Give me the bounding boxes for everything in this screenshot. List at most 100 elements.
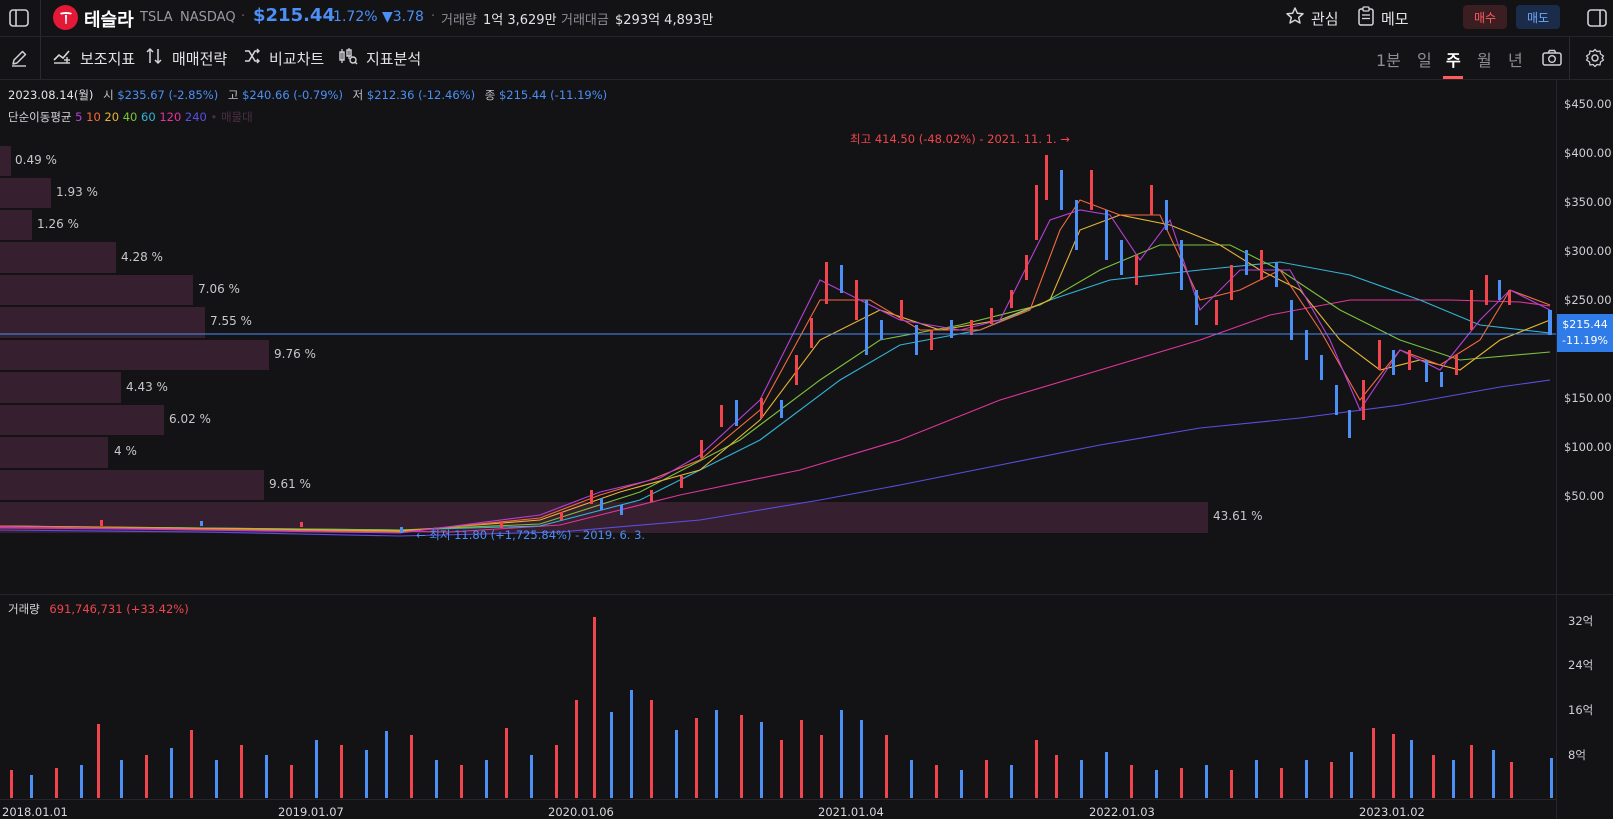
volume-profile-bar <box>0 210 32 240</box>
volume-profile-label: 43.61 % <box>1213 509 1263 523</box>
volume-axis-tick: 24억 <box>1568 658 1594 672</box>
memo-icon <box>1357 6 1375 30</box>
candles <box>100 155 1552 533</box>
ma-10-line <box>0 199 1551 533</box>
ohlc-low: $212.36 (-12.46%) <box>366 88 476 102</box>
strategy-icon <box>146 47 164 69</box>
ma-20-line <box>0 214 1551 532</box>
volume-axis-tick: 8억 <box>1568 748 1586 762</box>
ma-240: 240 <box>184 110 207 124</box>
ohlc-date: 2023.08.14(월) <box>8 88 94 102</box>
price-axis-tick: $350.00 <box>1564 195 1612 209</box>
ohlc-readout: 2023.08.14(월) 시 $235.67 (-2.85%) 고 $240.… <box>8 88 608 102</box>
volume-profile-label: 6.02 % <box>169 412 211 426</box>
time-axis-tick: 2023.01.02 <box>1359 805 1425 819</box>
price-axis-tick: $400.00 <box>1564 146 1612 160</box>
amount-label: 거래대금 <box>561 13 609 28</box>
indicator-icon <box>52 47 72 69</box>
last-price-tag: $215.44 -11.19% <box>1557 314 1613 352</box>
volume-profile-label: 9.61 % <box>269 477 311 491</box>
period-month[interactable]: 월 <box>1477 51 1492 70</box>
ohlc-open: $235.67 (-2.85%) <box>117 88 219 102</box>
ohlc-close: $215.44 (-11.19%) <box>498 88 608 102</box>
ma-40: 40 <box>122 110 138 124</box>
low-annotation: ← 최저 11.80 (+1,725.84%) - 2019. 6. 3. <box>416 528 646 542</box>
volume-profile-label: 4.28 % <box>121 250 163 264</box>
star-icon <box>1285 6 1305 30</box>
compare-icon <box>243 47 261 69</box>
volume-profile-label: 4.43 % <box>126 380 168 394</box>
ticker: TSLA <box>140 10 173 25</box>
price-axis-tick: $250.00 <box>1564 293 1612 307</box>
price-chart[interactable] <box>0 80 1558 594</box>
ma-10: 10 <box>86 110 101 124</box>
period-day[interactable]: 일 <box>1417 51 1432 70</box>
sidebar-toggle-icon[interactable] <box>6 6 32 30</box>
volume-profile-bar <box>0 178 51 208</box>
right-panel-toggle-icon[interactable] <box>1585 6 1609 30</box>
volume-axis-tick: 16억 <box>1568 703 1594 717</box>
ma-5-line <box>0 209 1551 534</box>
watch-button[interactable]: 관심 <box>1285 6 1339 30</box>
tesla-logo-icon <box>53 5 78 30</box>
time-axis-tick: 2020.01.06 <box>548 805 614 819</box>
ma-60: 60 <box>141 110 156 124</box>
period-week[interactable]: 주 <box>1446 51 1461 70</box>
x-axis-line <box>0 799 1556 800</box>
volume-bars <box>10 617 1553 798</box>
period-1min[interactable]: 1분 <box>1376 51 1401 70</box>
change-percent: -1.72% <box>328 9 378 25</box>
pencil-icon[interactable] <box>7 47 31 69</box>
volume-legend: 거래량 691,746,731 (+33.42%) <box>8 601 189 617</box>
price-axis-tick: $450.00 <box>1564 97 1612 111</box>
memo-button[interactable]: 메모 <box>1357 6 1409 30</box>
amount-value: $293억 4,893만 <box>615 13 714 28</box>
tool-analysis[interactable]: 지표분석 <box>338 37 421 79</box>
volume-profile-toggle[interactable]: • 매물대 <box>210 110 253 124</box>
last-price-value: $215.44 <box>1562 318 1608 331</box>
volume-profile-bar <box>0 242 116 273</box>
volume-axis-tick: 32억 <box>1568 614 1594 628</box>
active-period-underline <box>1443 76 1463 79</box>
tool-strategy[interactable]: 매매전략 <box>146 37 227 79</box>
time-axis-tick: 2019.01.07 <box>278 805 344 819</box>
moving-average-lines <box>0 199 1551 537</box>
sell-button[interactable]: 매도 <box>1516 5 1560 29</box>
volume-profile-bar <box>0 470 264 500</box>
ma-40-line <box>0 244 1551 531</box>
volume-pane-label: 거래량 <box>8 602 40 616</box>
volume-chart[interactable] <box>0 600 1556 800</box>
ma-20: 20 <box>104 110 120 124</box>
high-annotation: 최고 414.50 (-48.02%) - 2021. 11. 1. → <box>850 132 1070 146</box>
volume-profile-label: 0.49 % <box>15 153 57 167</box>
volume-profile-label: 7.06 % <box>198 282 240 296</box>
stock-name: 테슬라 <box>84 10 134 31</box>
change-amount: ▼3.78 <box>382 9 424 25</box>
time-axis-tick: 2021.01.04 <box>818 805 884 819</box>
volume-profile-label: 9.76 % <box>274 347 316 361</box>
volume-profile-bar <box>0 437 108 468</box>
settings-gear-icon[interactable] <box>1583 47 1607 69</box>
exchange: NASDAQ <box>180 10 236 25</box>
period-year[interactable]: 년 <box>1508 51 1523 70</box>
volume-value: 1억 3,629만 <box>483 13 557 28</box>
price-axis-tick: $150.00 <box>1564 391 1612 405</box>
ma-legend-label: 단순이동평균 <box>8 110 72 124</box>
time-axis-tick: 2022.01.03 <box>1089 805 1155 819</box>
volume-profile-label: 1.93 % <box>56 185 98 199</box>
pane-divider <box>0 594 1613 595</box>
tool-compare[interactable]: 비교차트 <box>243 37 324 79</box>
buy-button[interactable]: 매수 <box>1463 5 1507 29</box>
ma-legend[interactable]: 단순이동평균 5 10 20 40 60 120 240 • 매물대 <box>8 109 253 125</box>
volume-profile-label: 7.55 % <box>210 314 252 328</box>
volume-label: 거래량 <box>441 13 477 28</box>
tool-indicator[interactable]: 보조지표 <box>52 37 135 79</box>
price-axis-tick: $100.00 <box>1564 440 1612 454</box>
camera-icon[interactable] <box>1540 47 1564 69</box>
time-axis-tick: 2018.01.01 <box>2 805 68 819</box>
ma-120-line <box>0 299 1551 533</box>
volume-profile-bar <box>0 405 164 435</box>
volume-profile-bar <box>0 307 205 338</box>
ma-240-line <box>0 379 1551 537</box>
volume-profile-bar <box>0 275 193 305</box>
